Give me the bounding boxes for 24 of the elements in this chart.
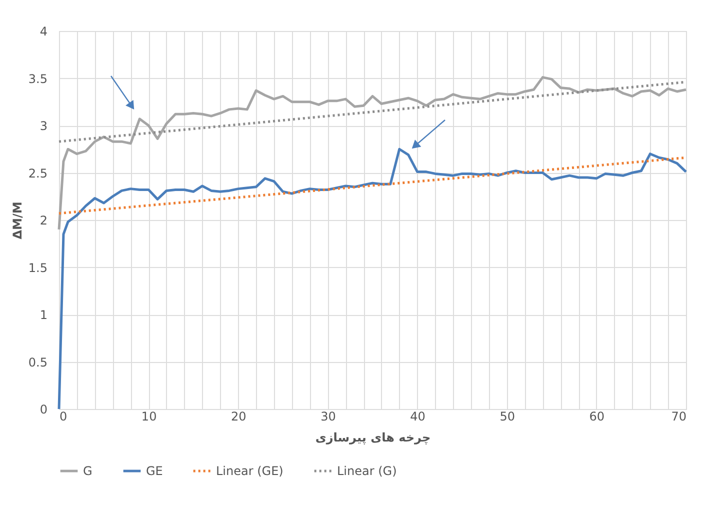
line-series — [58, 76, 688, 231]
x-tick-label: 70 — [671, 410, 686, 424]
legend-label: Linear (GE) — [216, 464, 284, 478]
x-tick-label: 10 — [141, 410, 157, 424]
line-series — [58, 148, 688, 410]
y-tick-label: 2.5 — [28, 166, 48, 180]
y-tick-label: 3.5 — [28, 72, 48, 86]
x-tick-label: 20 — [231, 410, 246, 424]
legend-label: Linear (G) — [337, 464, 397, 478]
y-tick-label: 0.5 — [28, 355, 48, 370]
x-tick-label: 60 — [589, 410, 605, 424]
x-tick-label: 40 — [410, 410, 426, 424]
y-tick-label: 1.5 — [28, 260, 48, 275]
y-tick-label: 4 — [40, 24, 48, 38]
x-axis-title: چرخه های پیرسازی — [315, 430, 431, 444]
y-tick-label: 2 — [40, 214, 48, 228]
y-tick-label: 1 — [40, 308, 48, 322]
x-tick-label: 30 — [320, 410, 336, 424]
legend-label: GE — [146, 464, 163, 478]
y-axis-title: ΔM/M — [10, 202, 24, 240]
y-tick-label: 3 — [40, 119, 48, 133]
x-tick-label: 50 — [500, 410, 515, 424]
x-tick-label: 0 — [60, 410, 68, 424]
legend-label: G — [83, 464, 92, 478]
